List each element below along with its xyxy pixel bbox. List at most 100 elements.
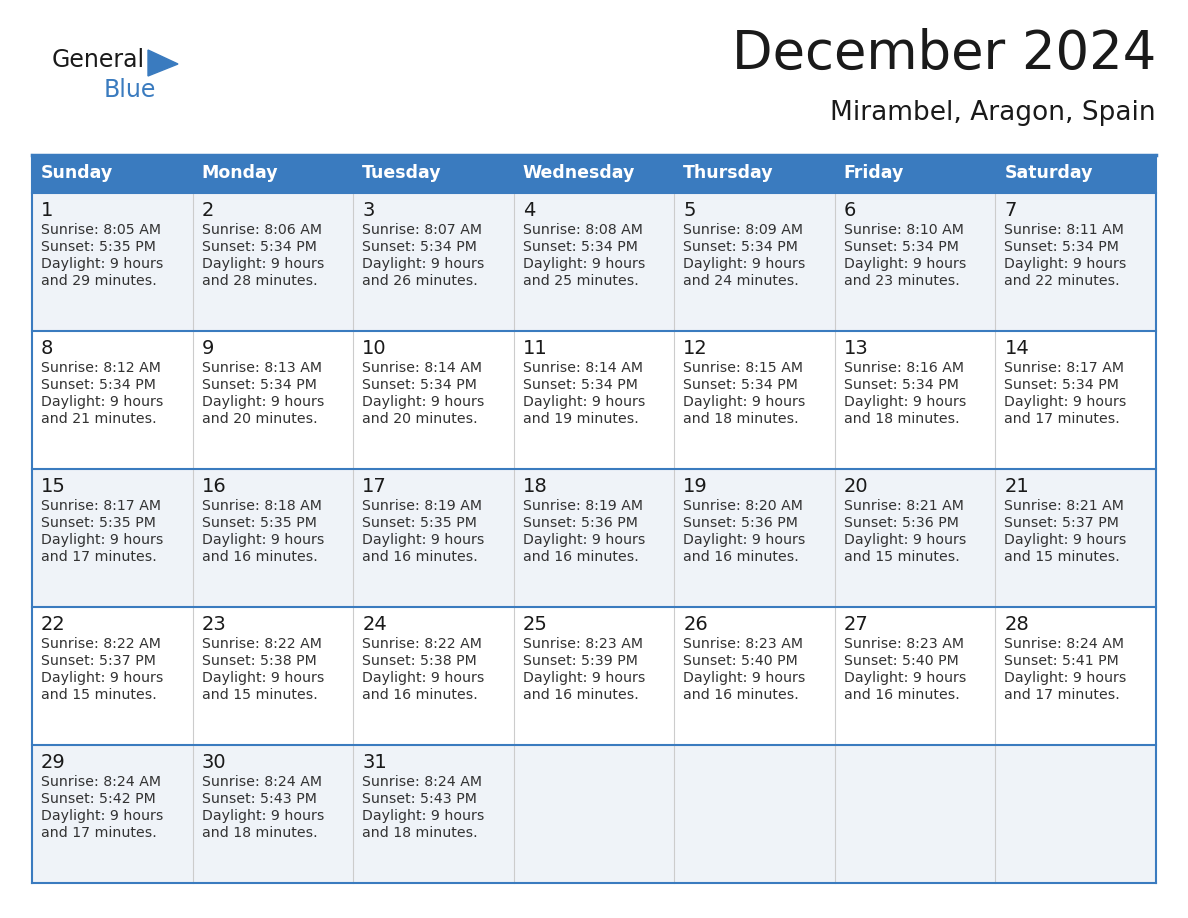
Bar bbox=[32, 745, 1156, 883]
Text: Sunrise: 8:05 AM: Sunrise: 8:05 AM bbox=[42, 223, 162, 237]
Text: and 18 minutes.: and 18 minutes. bbox=[202, 826, 317, 840]
Text: and 17 minutes.: and 17 minutes. bbox=[42, 826, 157, 840]
Text: Sunset: 5:34 PM: Sunset: 5:34 PM bbox=[683, 378, 798, 392]
Text: and 16 minutes.: and 16 minutes. bbox=[683, 550, 800, 564]
Text: 16: 16 bbox=[202, 477, 227, 496]
Text: Sunrise: 8:14 AM: Sunrise: 8:14 AM bbox=[523, 361, 643, 375]
Text: 30: 30 bbox=[202, 753, 226, 772]
Text: Daylight: 9 hours: Daylight: 9 hours bbox=[1004, 671, 1126, 685]
Text: Friday: Friday bbox=[843, 164, 904, 182]
Text: Sunset: 5:36 PM: Sunset: 5:36 PM bbox=[683, 516, 798, 530]
Text: and 24 minutes.: and 24 minutes. bbox=[683, 274, 800, 288]
Text: Daylight: 9 hours: Daylight: 9 hours bbox=[523, 671, 645, 685]
Text: and 20 minutes.: and 20 minutes. bbox=[202, 412, 317, 426]
Text: 29: 29 bbox=[42, 753, 65, 772]
Text: Sunset: 5:43 PM: Sunset: 5:43 PM bbox=[202, 792, 316, 806]
Text: Sunrise: 8:24 AM: Sunrise: 8:24 AM bbox=[202, 775, 322, 789]
Text: Sunrise: 8:18 AM: Sunrise: 8:18 AM bbox=[202, 499, 322, 513]
Bar bbox=[32, 607, 1156, 745]
Text: Sunset: 5:34 PM: Sunset: 5:34 PM bbox=[1004, 378, 1119, 392]
Text: and 17 minutes.: and 17 minutes. bbox=[1004, 688, 1120, 702]
Text: Saturday: Saturday bbox=[1004, 164, 1093, 182]
Text: Daylight: 9 hours: Daylight: 9 hours bbox=[523, 533, 645, 547]
Text: 14: 14 bbox=[1004, 339, 1029, 358]
Text: Sunrise: 8:20 AM: Sunrise: 8:20 AM bbox=[683, 499, 803, 513]
Text: Daylight: 9 hours: Daylight: 9 hours bbox=[523, 395, 645, 409]
Text: Sunrise: 8:14 AM: Sunrise: 8:14 AM bbox=[362, 361, 482, 375]
Text: Sunset: 5:38 PM: Sunset: 5:38 PM bbox=[362, 654, 476, 668]
Text: and 16 minutes.: and 16 minutes. bbox=[683, 688, 800, 702]
Text: 6: 6 bbox=[843, 201, 857, 220]
Text: 4: 4 bbox=[523, 201, 535, 220]
Text: 9: 9 bbox=[202, 339, 214, 358]
Text: 17: 17 bbox=[362, 477, 387, 496]
Text: Mirambel, Aragon, Spain: Mirambel, Aragon, Spain bbox=[830, 100, 1156, 126]
Text: and 23 minutes.: and 23 minutes. bbox=[843, 274, 960, 288]
Text: Sunrise: 8:17 AM: Sunrise: 8:17 AM bbox=[1004, 361, 1124, 375]
Text: 10: 10 bbox=[362, 339, 387, 358]
Bar bbox=[32, 155, 1156, 193]
Text: Sunrise: 8:17 AM: Sunrise: 8:17 AM bbox=[42, 499, 162, 513]
Text: 18: 18 bbox=[523, 477, 548, 496]
Text: Sunday: Sunday bbox=[42, 164, 113, 182]
Text: Sunrise: 8:08 AM: Sunrise: 8:08 AM bbox=[523, 223, 643, 237]
Text: Sunrise: 8:07 AM: Sunrise: 8:07 AM bbox=[362, 223, 482, 237]
Text: Sunset: 5:34 PM: Sunset: 5:34 PM bbox=[523, 240, 638, 254]
Text: Sunrise: 8:16 AM: Sunrise: 8:16 AM bbox=[843, 361, 963, 375]
Text: and 16 minutes.: and 16 minutes. bbox=[362, 550, 478, 564]
Text: Daylight: 9 hours: Daylight: 9 hours bbox=[362, 257, 485, 271]
Text: Sunset: 5:37 PM: Sunset: 5:37 PM bbox=[1004, 516, 1119, 530]
Text: Sunset: 5:34 PM: Sunset: 5:34 PM bbox=[843, 378, 959, 392]
Bar bbox=[32, 193, 1156, 331]
Text: and 18 minutes.: and 18 minutes. bbox=[362, 826, 478, 840]
Text: 26: 26 bbox=[683, 615, 708, 634]
Text: and 29 minutes.: and 29 minutes. bbox=[42, 274, 157, 288]
Text: 1: 1 bbox=[42, 201, 53, 220]
Bar bbox=[32, 331, 1156, 469]
Text: and 15 minutes.: and 15 minutes. bbox=[843, 550, 960, 564]
Text: Sunrise: 8:22 AM: Sunrise: 8:22 AM bbox=[42, 637, 160, 651]
Text: and 17 minutes.: and 17 minutes. bbox=[42, 550, 157, 564]
Text: Daylight: 9 hours: Daylight: 9 hours bbox=[362, 395, 485, 409]
Text: Daylight: 9 hours: Daylight: 9 hours bbox=[42, 395, 164, 409]
Text: and 15 minutes.: and 15 minutes. bbox=[202, 688, 317, 702]
Polygon shape bbox=[148, 50, 178, 76]
Text: Sunset: 5:34 PM: Sunset: 5:34 PM bbox=[42, 378, 156, 392]
Text: and 20 minutes.: and 20 minutes. bbox=[362, 412, 478, 426]
Text: and 18 minutes.: and 18 minutes. bbox=[683, 412, 798, 426]
Text: 12: 12 bbox=[683, 339, 708, 358]
Bar bbox=[32, 469, 1156, 607]
Text: Sunrise: 8:15 AM: Sunrise: 8:15 AM bbox=[683, 361, 803, 375]
Text: Sunrise: 8:19 AM: Sunrise: 8:19 AM bbox=[362, 499, 482, 513]
Text: Daylight: 9 hours: Daylight: 9 hours bbox=[202, 257, 324, 271]
Text: and 16 minutes.: and 16 minutes. bbox=[523, 550, 638, 564]
Text: Daylight: 9 hours: Daylight: 9 hours bbox=[42, 257, 164, 271]
Text: Wednesday: Wednesday bbox=[523, 164, 636, 182]
Text: Sunset: 5:35 PM: Sunset: 5:35 PM bbox=[202, 516, 316, 530]
Text: 19: 19 bbox=[683, 477, 708, 496]
Text: Daylight: 9 hours: Daylight: 9 hours bbox=[362, 671, 485, 685]
Text: 25: 25 bbox=[523, 615, 548, 634]
Text: 31: 31 bbox=[362, 753, 387, 772]
Text: Sunrise: 8:22 AM: Sunrise: 8:22 AM bbox=[202, 637, 322, 651]
Text: Daylight: 9 hours: Daylight: 9 hours bbox=[1004, 395, 1126, 409]
Text: Daylight: 9 hours: Daylight: 9 hours bbox=[1004, 533, 1126, 547]
Text: Daylight: 9 hours: Daylight: 9 hours bbox=[523, 257, 645, 271]
Text: Sunset: 5:42 PM: Sunset: 5:42 PM bbox=[42, 792, 156, 806]
Text: Daylight: 9 hours: Daylight: 9 hours bbox=[42, 671, 164, 685]
Text: Daylight: 9 hours: Daylight: 9 hours bbox=[683, 533, 805, 547]
Text: Daylight: 9 hours: Daylight: 9 hours bbox=[843, 257, 966, 271]
Text: Monday: Monday bbox=[202, 164, 278, 182]
Text: 21: 21 bbox=[1004, 477, 1029, 496]
Text: Sunset: 5:40 PM: Sunset: 5:40 PM bbox=[683, 654, 798, 668]
Text: 23: 23 bbox=[202, 615, 227, 634]
Text: Sunrise: 8:13 AM: Sunrise: 8:13 AM bbox=[202, 361, 322, 375]
Text: and 26 minutes.: and 26 minutes. bbox=[362, 274, 478, 288]
Text: 27: 27 bbox=[843, 615, 868, 634]
Text: Daylight: 9 hours: Daylight: 9 hours bbox=[843, 395, 966, 409]
Text: Sunrise: 8:19 AM: Sunrise: 8:19 AM bbox=[523, 499, 643, 513]
Text: Daylight: 9 hours: Daylight: 9 hours bbox=[1004, 257, 1126, 271]
Text: Sunset: 5:34 PM: Sunset: 5:34 PM bbox=[362, 378, 478, 392]
Text: Tuesday: Tuesday bbox=[362, 164, 442, 182]
Text: and 15 minutes.: and 15 minutes. bbox=[42, 688, 157, 702]
